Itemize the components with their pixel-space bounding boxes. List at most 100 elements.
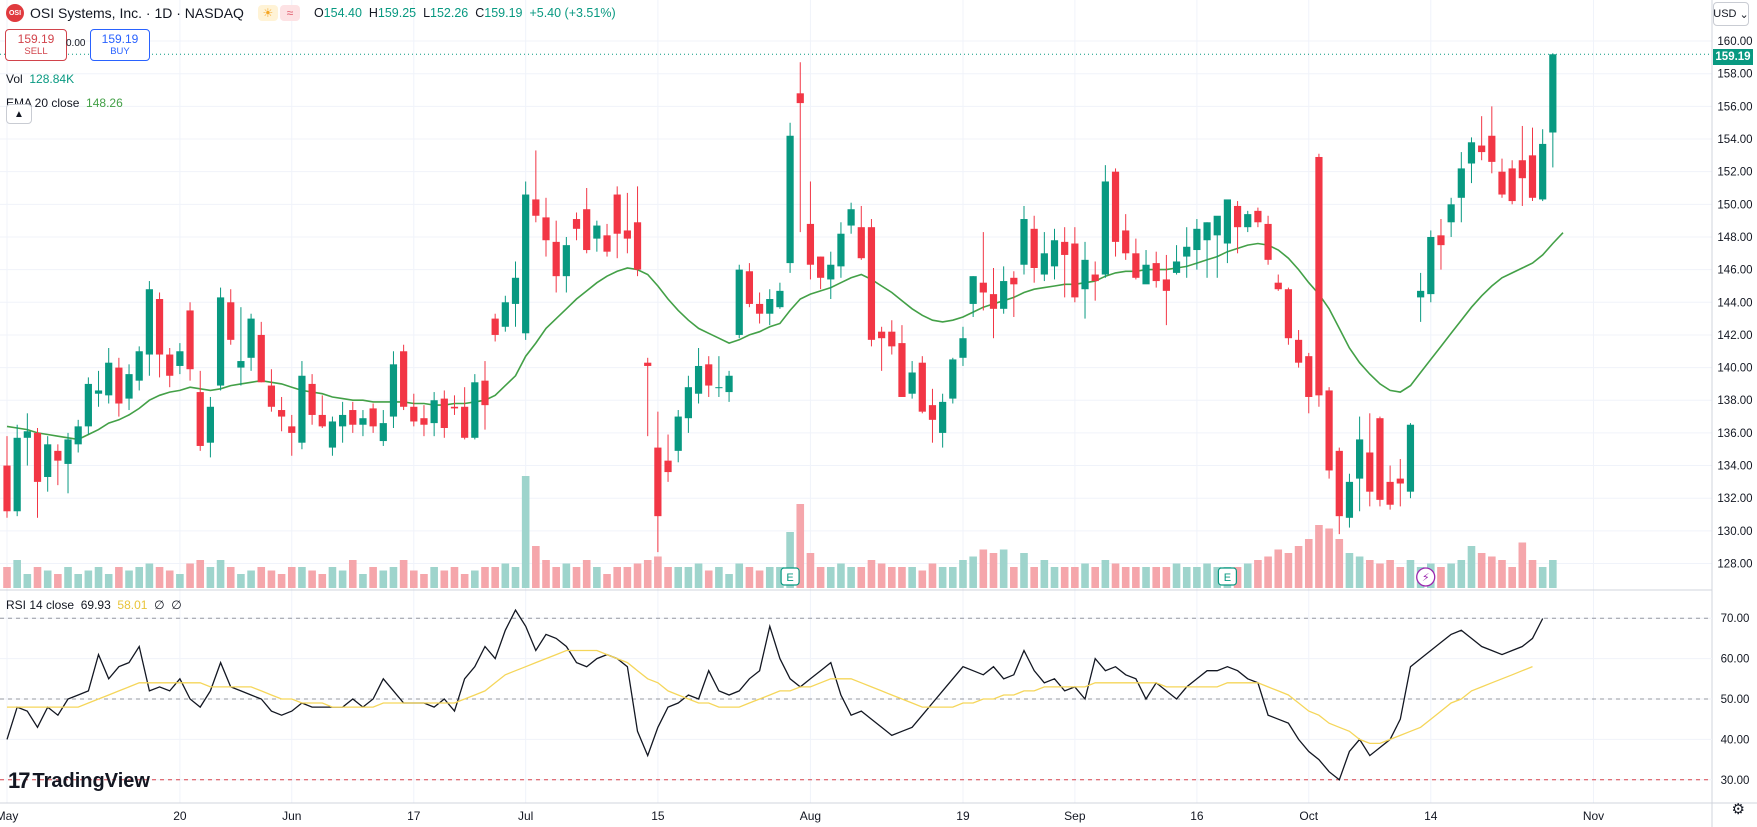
volume-bar xyxy=(450,567,459,588)
candle-body xyxy=(44,444,52,477)
candle-body xyxy=(1406,424,1415,492)
volume-bar xyxy=(13,560,21,588)
volume-bar xyxy=(491,567,499,588)
gear-icon[interactable]: ⚙ xyxy=(1731,801,1745,818)
volume-bar xyxy=(999,549,1008,588)
candle-body xyxy=(1396,478,1404,484)
volume-bar xyxy=(1152,567,1161,588)
candle-body xyxy=(1345,481,1354,518)
volume-bar xyxy=(23,574,32,588)
volume-bar xyxy=(1376,563,1384,588)
currency-select[interactable]: USD ⌄ xyxy=(1713,2,1749,26)
candle-body xyxy=(766,299,774,314)
volume-bar xyxy=(928,563,937,588)
volume-bar xyxy=(1355,556,1364,588)
sell-button[interactable]: 159.19 SELL xyxy=(5,29,67,61)
candle-body xyxy=(796,93,804,104)
candle-body xyxy=(196,392,204,446)
wave-icon[interactable]: ≈ xyxy=(279,5,300,21)
candle-body xyxy=(1203,222,1211,241)
volume-bar xyxy=(196,560,205,588)
price-axis-label: 150.00 xyxy=(1717,199,1752,211)
volume-bar xyxy=(582,560,591,588)
candle-body xyxy=(1447,204,1455,223)
candle-body xyxy=(105,362,113,396)
candle-body xyxy=(349,410,357,425)
volume-bar xyxy=(511,567,520,588)
volume-bar xyxy=(277,574,286,588)
candle-body xyxy=(1061,241,1069,255)
buy-button[interactable]: 159.19 BUY xyxy=(90,29,150,61)
candle-body xyxy=(166,354,174,376)
time-axis-label: Nov xyxy=(1583,809,1604,823)
rsi-axis-label: 50.00 xyxy=(1721,694,1750,706)
candle-body xyxy=(288,426,296,433)
volume-bar xyxy=(765,567,774,588)
time-axis-label: 15 xyxy=(651,809,665,823)
candle-body xyxy=(1020,219,1028,265)
ohlc-readout: O154.40 H159.25 L152.26 C159.19 +5.40 (+… xyxy=(313,6,616,20)
candle-body xyxy=(400,351,408,407)
volume-bar xyxy=(887,567,896,588)
candle-body xyxy=(725,375,733,393)
volume-bar xyxy=(247,570,255,588)
candle-body xyxy=(227,302,235,340)
rsi-axis-label: 40.00 xyxy=(1721,734,1750,746)
candle-body xyxy=(684,387,692,419)
volume-bar xyxy=(979,549,988,588)
time-axis-label: 16 xyxy=(1190,809,1204,823)
volume-bar xyxy=(257,567,266,588)
candle-body xyxy=(918,362,926,412)
volume-bar xyxy=(613,567,621,588)
candle-body xyxy=(115,367,123,404)
volume-bar xyxy=(776,567,784,588)
volume-bar xyxy=(1203,563,1211,588)
sun-icon[interactable]: ☀ xyxy=(257,5,278,21)
price-axis-label: 132.00 xyxy=(1717,493,1752,505)
candle-body xyxy=(1274,282,1282,290)
volume-bar xyxy=(521,476,530,588)
candle-body xyxy=(959,338,967,358)
candle-body xyxy=(908,372,916,394)
candle-body xyxy=(1315,156,1323,396)
volume-bar xyxy=(1162,567,1171,588)
volume-bar xyxy=(1142,567,1150,588)
volume-bar xyxy=(572,567,581,588)
volume-bar xyxy=(84,570,93,588)
candle-body xyxy=(450,406,459,409)
tradingview-logo[interactable]: 17 TradingView xyxy=(8,768,150,793)
candle-body xyxy=(939,401,947,433)
volume-bar xyxy=(3,567,11,588)
volume-bar xyxy=(1538,567,1547,588)
price-axis-label: 136.00 xyxy=(1717,428,1752,440)
volume-bar xyxy=(125,570,133,588)
chart-header: OSI OSI Systems, Inc. · 1D · NASDAQ ☀ ≈ … xyxy=(6,4,616,22)
candle-body xyxy=(1518,160,1526,179)
symbol-title[interactable]: OSI Systems, Inc. · 1D · NASDAQ xyxy=(30,5,244,21)
price-axis-label: 160.00 xyxy=(1717,36,1752,48)
candle-body xyxy=(1325,390,1333,471)
volume-bar xyxy=(562,563,571,588)
volume-bar xyxy=(501,563,510,588)
candle-body xyxy=(705,364,713,386)
volume-bar xyxy=(1101,560,1110,588)
volume-legend[interactable]: Vol 128.84K xyxy=(6,72,75,86)
candle-body xyxy=(1233,205,1242,228)
candle-body xyxy=(1030,228,1038,268)
candle-body xyxy=(145,289,153,355)
candle-body xyxy=(898,343,906,397)
candle-body xyxy=(94,390,103,394)
collapse-legend-button[interactable]: ▲ xyxy=(6,104,32,124)
volume-bar xyxy=(908,567,916,588)
candle-body xyxy=(837,233,845,267)
volume-bar xyxy=(898,567,906,588)
volume-bar xyxy=(237,574,245,588)
candle-body xyxy=(1213,215,1221,236)
rsi-legend[interactable]: RSI 14 close 69.93 58.01 ∅ ∅ xyxy=(6,598,182,612)
volume-bar xyxy=(1457,560,1466,588)
volume-bar xyxy=(1172,563,1181,588)
volume-bar xyxy=(633,563,642,588)
time-axis-label: Jul xyxy=(518,809,533,823)
earnings-label: E xyxy=(1224,572,1231,584)
